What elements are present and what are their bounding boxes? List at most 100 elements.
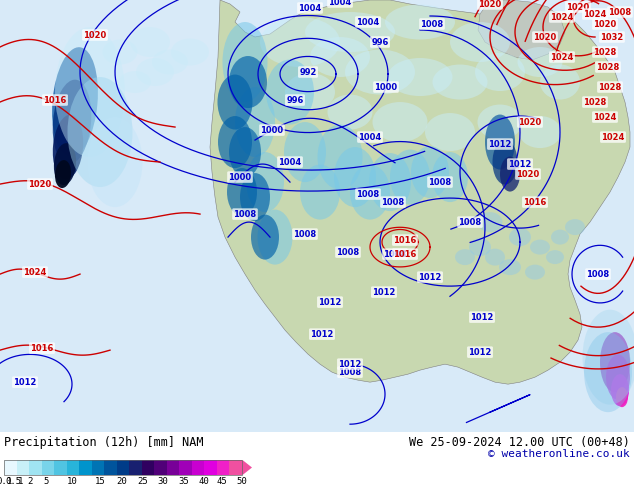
Ellipse shape <box>390 149 430 205</box>
Text: 35: 35 <box>179 477 190 486</box>
Text: 1012: 1012 <box>508 160 532 169</box>
Text: 1012: 1012 <box>418 272 442 282</box>
Ellipse shape <box>53 115 83 179</box>
Ellipse shape <box>616 387 628 407</box>
Ellipse shape <box>136 58 174 86</box>
Bar <box>29 460 42 475</box>
Bar <box>4 460 242 475</box>
Ellipse shape <box>477 212 503 232</box>
Ellipse shape <box>350 165 390 220</box>
Ellipse shape <box>55 27 125 157</box>
Ellipse shape <box>54 143 76 185</box>
Text: 1008: 1008 <box>586 270 609 279</box>
Text: 1020: 1020 <box>516 170 540 178</box>
Ellipse shape <box>171 39 209 66</box>
Text: 1016: 1016 <box>30 343 54 353</box>
Text: 1012: 1012 <box>372 288 396 296</box>
Text: 1016: 1016 <box>523 197 547 207</box>
Ellipse shape <box>369 153 411 211</box>
Text: 1000: 1000 <box>228 172 252 182</box>
Text: 1024: 1024 <box>583 9 607 19</box>
Text: 1028: 1028 <box>593 48 617 56</box>
Ellipse shape <box>310 37 370 77</box>
Text: 1008: 1008 <box>458 218 482 226</box>
Bar <box>42 460 54 475</box>
Text: 1016: 1016 <box>43 96 67 104</box>
Text: We 25-09-2024 12.00 UTC (00+48): We 25-09-2024 12.00 UTC (00+48) <box>409 437 630 449</box>
Ellipse shape <box>260 17 340 67</box>
Ellipse shape <box>229 56 267 108</box>
Text: 45: 45 <box>217 477 228 486</box>
Text: 2: 2 <box>27 477 33 486</box>
Ellipse shape <box>565 219 585 235</box>
Ellipse shape <box>227 168 257 216</box>
Ellipse shape <box>387 58 453 96</box>
Text: 1016: 1016 <box>393 249 417 259</box>
Text: 1008: 1008 <box>429 177 451 187</box>
Ellipse shape <box>119 71 151 93</box>
Text: 1012: 1012 <box>310 330 333 339</box>
Ellipse shape <box>284 122 326 182</box>
Ellipse shape <box>345 49 415 95</box>
Bar <box>179 460 192 475</box>
Text: 5: 5 <box>43 477 49 486</box>
Ellipse shape <box>285 73 335 111</box>
Ellipse shape <box>432 152 468 202</box>
Ellipse shape <box>52 47 98 157</box>
Text: 1004: 1004 <box>328 0 352 6</box>
Ellipse shape <box>334 147 376 207</box>
Text: 1008: 1008 <box>337 247 359 257</box>
Text: 1012: 1012 <box>469 347 492 357</box>
Text: 50: 50 <box>236 477 247 486</box>
Text: 1024: 1024 <box>593 113 617 122</box>
Text: 1008: 1008 <box>382 197 404 207</box>
Ellipse shape <box>235 87 275 157</box>
Ellipse shape <box>425 113 475 151</box>
Ellipse shape <box>485 115 515 170</box>
Ellipse shape <box>318 124 363 190</box>
Text: 1008: 1008 <box>420 20 444 28</box>
Text: 1020: 1020 <box>29 179 51 189</box>
Text: 1032: 1032 <box>600 32 624 42</box>
Ellipse shape <box>300 165 340 220</box>
Ellipse shape <box>266 59 314 124</box>
Text: 30: 30 <box>158 477 169 486</box>
Text: 996: 996 <box>287 96 304 104</box>
Text: 1024: 1024 <box>23 268 47 277</box>
Ellipse shape <box>385 4 455 40</box>
Ellipse shape <box>530 240 550 255</box>
Ellipse shape <box>517 47 562 77</box>
Text: © weatheronline.co.uk: © weatheronline.co.uk <box>488 449 630 459</box>
Polygon shape <box>478 0 565 60</box>
Text: 25: 25 <box>138 477 148 486</box>
FancyArrow shape <box>242 461 252 475</box>
Ellipse shape <box>455 249 475 265</box>
Text: 1024: 1024 <box>550 52 574 62</box>
Bar <box>79 460 92 475</box>
Text: 1000: 1000 <box>261 125 283 135</box>
Ellipse shape <box>500 157 520 192</box>
Ellipse shape <box>373 102 427 142</box>
Text: 1012: 1012 <box>13 378 37 387</box>
Bar <box>16 460 29 475</box>
Bar <box>67 460 79 475</box>
Text: 1008: 1008 <box>294 230 316 239</box>
Text: 1020: 1020 <box>566 2 590 11</box>
Text: 1012: 1012 <box>318 297 342 307</box>
Ellipse shape <box>246 152 284 212</box>
Ellipse shape <box>606 355 630 400</box>
Text: 1004: 1004 <box>299 3 321 13</box>
Text: 1004: 1004 <box>356 18 380 26</box>
Bar <box>204 460 217 475</box>
Ellipse shape <box>53 80 91 165</box>
Ellipse shape <box>611 374 629 406</box>
Text: 1012: 1012 <box>488 140 512 148</box>
Text: 1020: 1020 <box>84 30 107 40</box>
Polygon shape <box>210 0 630 384</box>
Text: 996: 996 <box>372 38 389 47</box>
Text: 1020: 1020 <box>593 20 617 28</box>
Text: 1004: 1004 <box>278 158 302 167</box>
Bar <box>142 460 154 475</box>
Ellipse shape <box>130 27 170 57</box>
Text: 992: 992 <box>299 68 317 76</box>
